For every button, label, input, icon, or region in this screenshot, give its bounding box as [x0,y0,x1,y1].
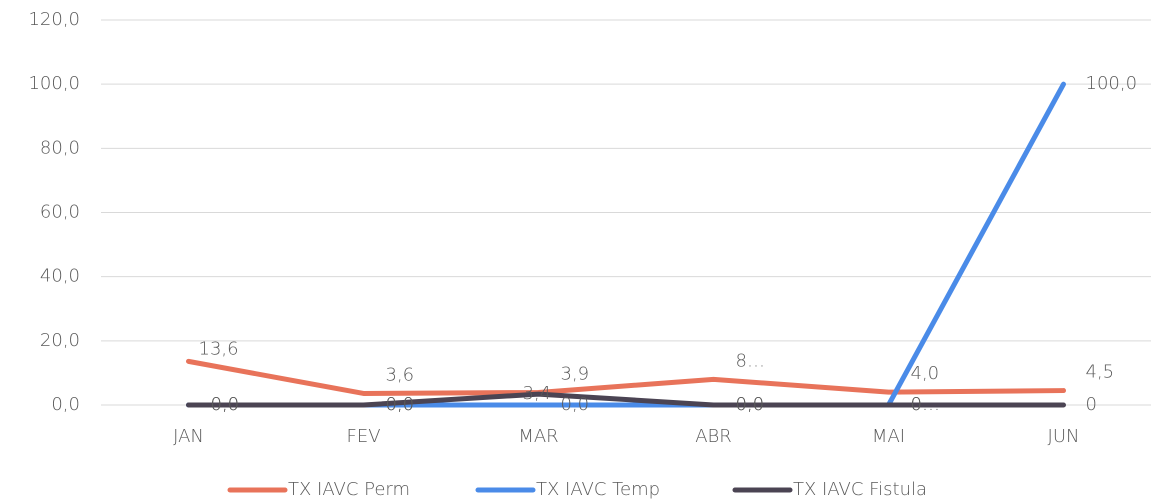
series-line [186,391,1066,408]
y-tick-label: 100,0 [28,73,80,94]
data-label: 0,0 [386,394,415,415]
data-label: 0,0 [561,394,590,415]
data-label: 4,0 [911,363,940,384]
data-label: 3,4 [523,383,552,404]
y-tick-label: 20,0 [40,330,80,351]
y-tick-label: 80,0 [40,137,80,158]
x-tick-label: MAI [872,426,905,447]
legend-label: TX IAVC Perm [288,479,410,500]
series-line [186,81,1066,408]
y-tick-label: 60,0 [40,202,80,223]
data-label: 100,0 [1086,73,1138,94]
data-label: 0,0 [386,394,415,415]
x-tick-label: JAN [173,426,204,447]
data-label: 0,0 [211,394,240,415]
data-label: 0… [911,394,940,415]
data-label: 0,0 [736,394,765,415]
data-label: 0 [1086,394,1097,415]
y-tick-label: 40,0 [40,266,80,287]
data-label: 3,9 [561,363,590,384]
data-label: 8… [736,350,765,371]
data-label: 3,6 [386,364,415,385]
y-tick-label: 0,0 [51,394,80,415]
x-tick-label: FEV [346,426,380,447]
legend-label: TX IAVC Temp [536,479,660,500]
y-tick-label: 120,0 [28,9,80,30]
data-label: 4,5 [1086,362,1115,383]
x-tick-label: ABR [695,426,732,447]
series-line [186,358,1066,396]
x-tick-label: JUN [1048,426,1080,447]
x-tick-label: MAR [518,426,558,447]
data-label: 0,0 [211,394,240,415]
data-label: 0 [911,394,922,415]
data-label: 0,0 [736,394,765,415]
legend-label: TX IAVC Fistula [793,479,927,500]
data-label: 13,6 [199,338,239,359]
